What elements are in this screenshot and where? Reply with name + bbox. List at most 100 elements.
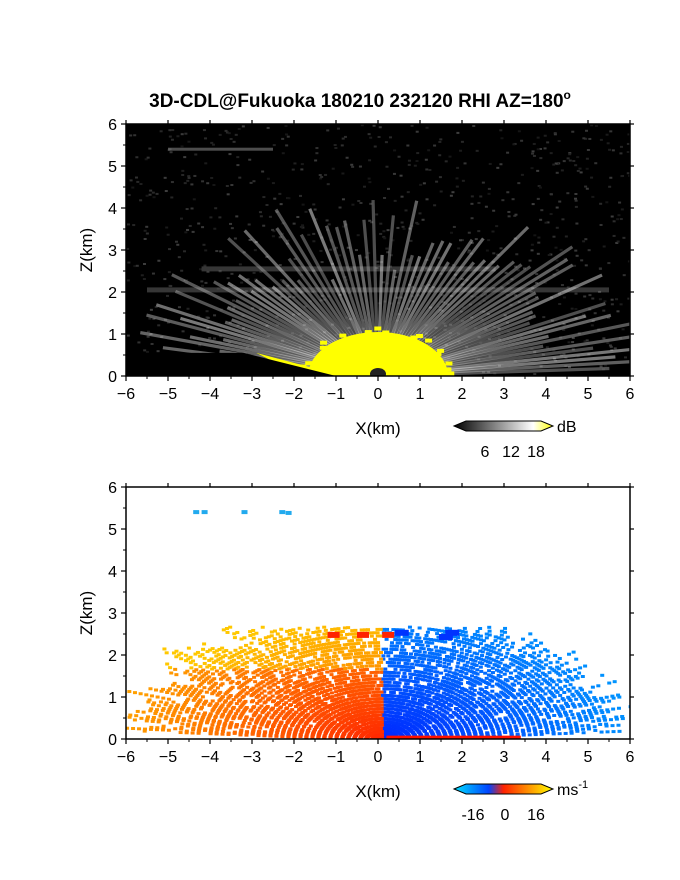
velocity-cell bbox=[461, 655, 466, 659]
velocity-cell bbox=[481, 658, 486, 662]
velocity-cell bbox=[283, 691, 288, 695]
colorbar-unit: dB bbox=[557, 419, 577, 436]
velocity-cell bbox=[307, 687, 312, 691]
noise-speck bbox=[570, 279, 574, 282]
velocity-cell bbox=[509, 731, 514, 735]
high-intensity-cell bbox=[375, 337, 383, 342]
noise-speck bbox=[562, 323, 566, 326]
velocity-cell bbox=[307, 635, 312, 639]
noise-speck bbox=[487, 187, 491, 190]
noise-speck bbox=[564, 235, 568, 238]
noise-speck bbox=[211, 143, 215, 146]
velocity-cell bbox=[612, 680, 617, 684]
velocity-cell bbox=[421, 678, 426, 682]
high-intensity-cell bbox=[333, 354, 341, 359]
velocity-cell bbox=[342, 643, 347, 647]
colorbar-bar bbox=[452, 420, 555, 432]
velocity-cell bbox=[483, 647, 488, 651]
velocity-cell bbox=[284, 637, 289, 641]
noise-speck bbox=[583, 340, 587, 343]
velocity-cell bbox=[422, 650, 427, 654]
noise-speck bbox=[230, 227, 234, 230]
velocity-cell bbox=[298, 655, 303, 659]
velocity-cell bbox=[492, 663, 497, 667]
velocity-cell bbox=[501, 724, 506, 728]
velocity-cell bbox=[516, 681, 521, 685]
noise-speck bbox=[171, 129, 175, 132]
velocity-cell bbox=[273, 648, 278, 652]
velocity-cell bbox=[545, 649, 550, 653]
velocity-cell bbox=[327, 655, 332, 659]
velocity-cell bbox=[305, 653, 310, 657]
velocity-cell bbox=[210, 667, 215, 671]
velocity-cell bbox=[291, 628, 296, 632]
velocity-cell bbox=[293, 635, 298, 639]
noise-speck bbox=[571, 341, 575, 344]
velocity-cell bbox=[454, 668, 459, 672]
noise-speck bbox=[530, 249, 534, 252]
velocity-cell bbox=[206, 670, 211, 674]
velocity-cell bbox=[550, 667, 555, 671]
velocity-cell bbox=[351, 676, 356, 680]
velocity-cell bbox=[236, 665, 241, 669]
velocity-cell bbox=[402, 658, 407, 662]
velocity-cell bbox=[293, 694, 298, 698]
noise-speck bbox=[287, 197, 291, 200]
noise-speck bbox=[538, 186, 542, 189]
velocity-cell bbox=[402, 678, 407, 682]
velocity-cell bbox=[380, 693, 385, 697]
noise-speck bbox=[224, 129, 228, 132]
noise-speck bbox=[291, 168, 295, 171]
noise-speck bbox=[467, 249, 471, 252]
noise-speck bbox=[422, 182, 426, 185]
velocity-cell bbox=[267, 642, 272, 646]
high-intensity-cell bbox=[444, 367, 452, 372]
velocity-cell bbox=[592, 708, 597, 712]
noise-speck bbox=[554, 246, 558, 249]
noise-speck bbox=[271, 182, 275, 185]
velocity-cell bbox=[267, 663, 272, 667]
velocity-cell bbox=[574, 689, 579, 693]
velocity-cell bbox=[372, 631, 377, 635]
noise-speck bbox=[238, 263, 242, 266]
noise-speck bbox=[437, 305, 441, 308]
velocity-cell bbox=[294, 660, 299, 664]
velocity-cell bbox=[257, 658, 262, 662]
velocity-cell bbox=[459, 674, 464, 678]
velocity-cell bbox=[481, 639, 486, 643]
noise-speck bbox=[511, 198, 515, 201]
velocity-cell bbox=[273, 669, 278, 673]
velocity-cell bbox=[499, 629, 504, 633]
noise-speck bbox=[340, 144, 344, 147]
velocity-cell bbox=[510, 700, 515, 704]
velocity-cell bbox=[587, 699, 592, 703]
noise-speck bbox=[226, 277, 230, 280]
velocity-cell bbox=[348, 632, 353, 636]
velocity-cell bbox=[251, 632, 256, 636]
velocity-cell bbox=[436, 689, 441, 693]
velocity-cell bbox=[586, 723, 591, 727]
noise-speck bbox=[608, 344, 612, 347]
velocity-cell bbox=[305, 672, 310, 676]
velocity-cell bbox=[366, 628, 371, 632]
velocity-cell bbox=[484, 643, 489, 647]
noise-speck bbox=[215, 250, 219, 253]
noise-speck bbox=[562, 353, 566, 356]
velocity-cell bbox=[237, 651, 242, 655]
velocity-cell bbox=[435, 729, 440, 733]
noise-speck bbox=[578, 167, 582, 170]
noise-speck bbox=[540, 209, 544, 212]
velocity-cell bbox=[505, 635, 510, 639]
velocity-cell bbox=[431, 684, 436, 688]
velocity-cell bbox=[344, 709, 349, 713]
velocity-cell bbox=[358, 648, 363, 652]
velocity-cell bbox=[544, 700, 549, 704]
noise-speck bbox=[146, 335, 150, 338]
noise-speck bbox=[281, 152, 285, 155]
noise-speck bbox=[590, 124, 594, 127]
velocity-cell bbox=[461, 659, 466, 663]
velocity-cell bbox=[444, 692, 449, 696]
velocity-cell bbox=[556, 726, 561, 730]
noise-speck bbox=[183, 250, 187, 253]
noise-speck bbox=[140, 274, 144, 277]
